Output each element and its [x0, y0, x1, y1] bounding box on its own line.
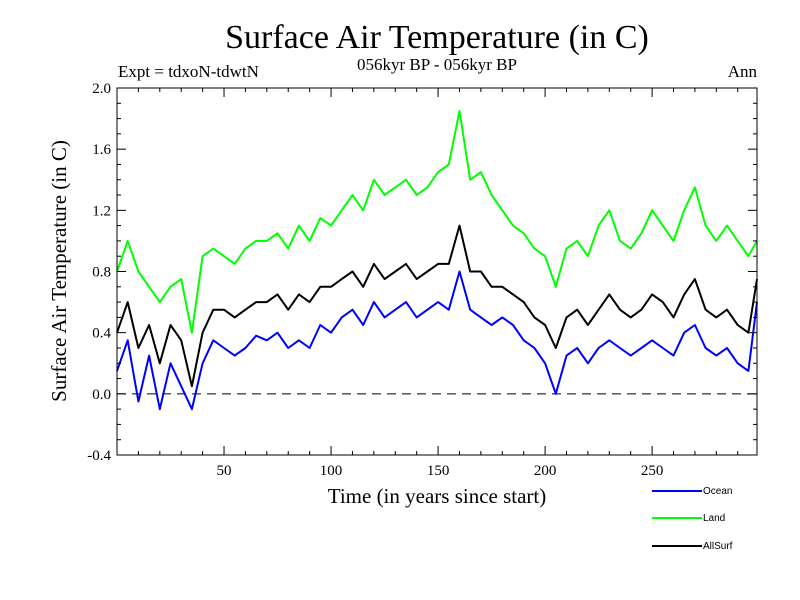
period-label: 056kyr BP - 056kyr BP	[357, 55, 517, 74]
y-axis-label: Surface Air Temperature (in C)	[47, 140, 71, 402]
x-tick-label: 100	[320, 463, 343, 479]
chart-title: Surface Air Temperature (in C)	[225, 19, 649, 56]
series-line-allsurf	[116, 224, 758, 388]
x-tick-label: 50	[217, 463, 232, 479]
y-tick-label: 1.2	[92, 203, 111, 219]
y-tick-label: 1.6	[92, 142, 111, 158]
series-line-ocean	[116, 270, 758, 411]
y-tick-label: 2.0	[92, 81, 111, 97]
y-tick-label: -0.4	[87, 448, 111, 464]
y-tick-label: 0.8	[92, 265, 111, 281]
y-tick-label: 0.4	[92, 326, 111, 342]
x-tick-label: 200	[534, 463, 557, 479]
legend: Ocean Land AllSurf	[652, 486, 733, 552]
series-line-land	[116, 109, 758, 334]
x-tick-label: 150	[427, 463, 450, 479]
legend-label-allsurf: AllSurf	[703, 541, 733, 552]
plot-frame	[116, 87, 758, 456]
y-tick-label: 0.0	[92, 387, 111, 403]
legend-label-ocean: Ocean	[703, 486, 732, 497]
x-tick-label: 250	[641, 463, 664, 479]
plot-area: 50 100 150 200 250 -0.4 0.0 0.4 0.8 1.2 1.6 2.0	[87, 81, 758, 479]
season-label: Ann	[728, 62, 758, 81]
experiment-label: Expt = tdxoN-tdwtN	[118, 62, 259, 81]
legend-label-land: Land	[703, 513, 725, 524]
x-axis-label: Time (in years since start)	[328, 484, 547, 508]
